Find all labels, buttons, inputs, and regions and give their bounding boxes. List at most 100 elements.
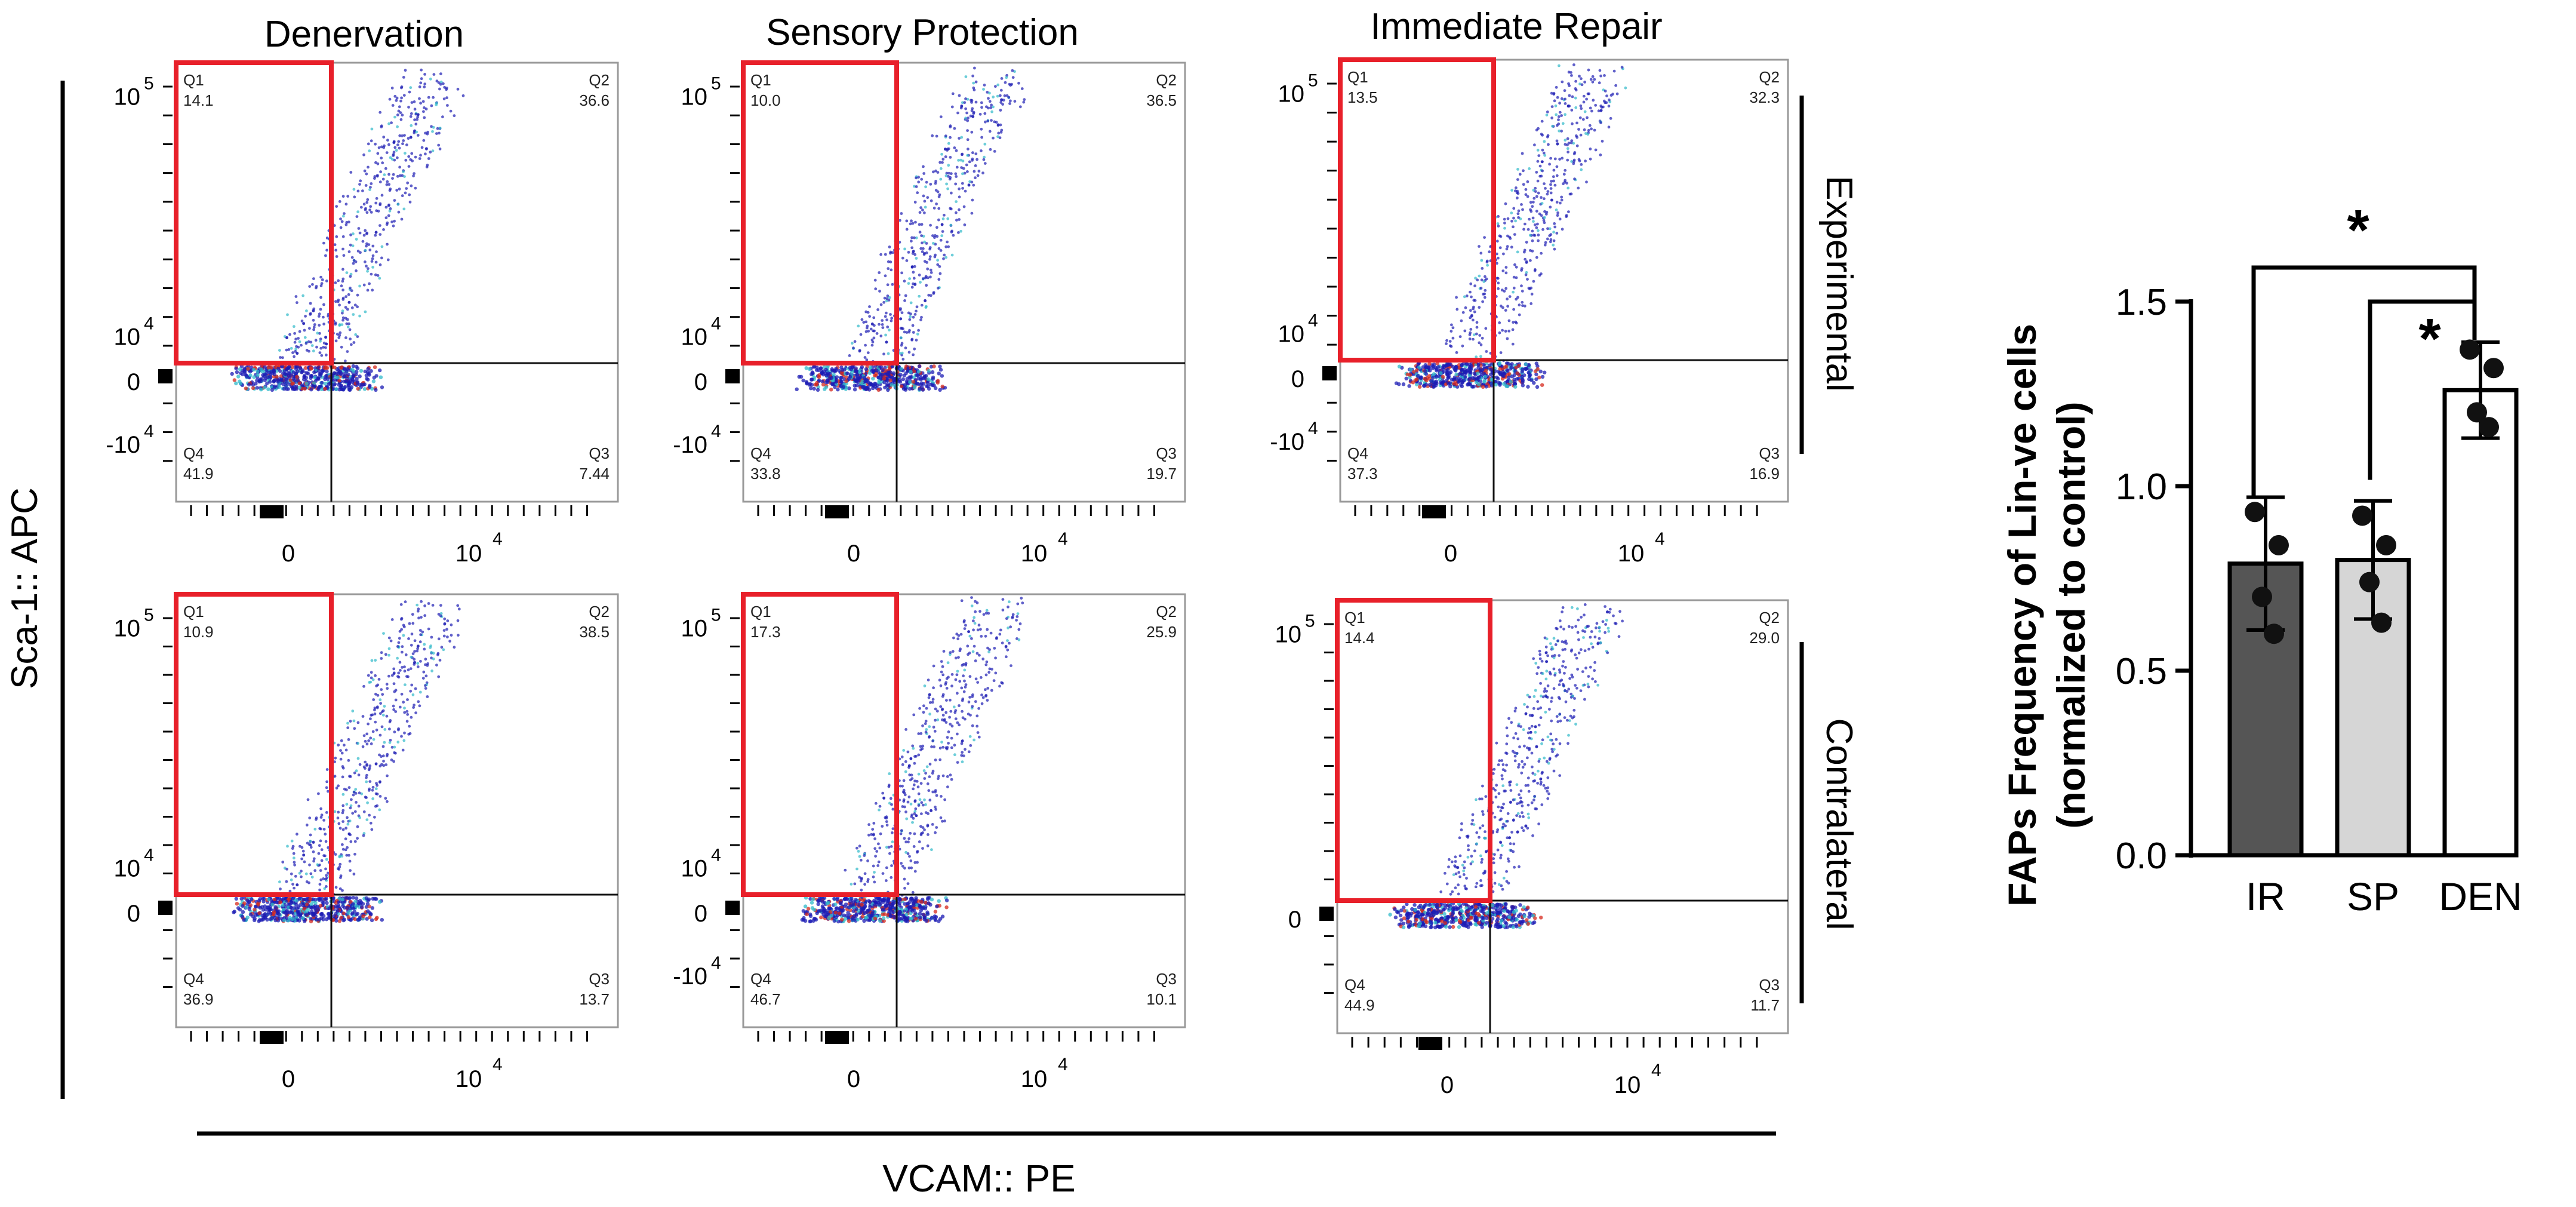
event-dot [1540, 174, 1543, 178]
event-dot [349, 337, 352, 340]
event-dot [1017, 81, 1020, 85]
quadrant-percent: 16.9 [1749, 465, 1780, 483]
event-dot [385, 183, 389, 186]
event-dot [376, 162, 380, 165]
event-dot [432, 657, 435, 661]
event-dot [854, 907, 858, 911]
event-dot [886, 294, 890, 297]
event-dot [911, 380, 916, 384]
event-dot [1536, 179, 1540, 183]
event-dot [989, 148, 992, 151]
event-dot [348, 328, 352, 331]
event-dot [924, 276, 927, 280]
event-dot [1531, 239, 1534, 242]
event-dot [407, 165, 411, 168]
event-dot [810, 901, 814, 905]
event-dot [374, 659, 377, 662]
event-dot [380, 725, 384, 729]
event-dot [950, 229, 953, 233]
event-dot [388, 720, 392, 724]
event-dot [290, 872, 293, 876]
event-dot [944, 155, 947, 158]
event-dot [826, 901, 830, 905]
event-dot [431, 604, 435, 607]
event-dot [924, 803, 927, 806]
event-dot [912, 277, 916, 280]
event-dot [341, 280, 344, 283]
event-dot [423, 73, 426, 76]
event-dot [367, 165, 370, 169]
event-dot [339, 749, 342, 752]
event-dot [878, 902, 882, 907]
event-dot [1533, 223, 1537, 226]
event-dot [982, 88, 985, 91]
event-dot [1449, 330, 1453, 333]
event-dot [340, 855, 344, 858]
event-dot [861, 914, 865, 919]
event-dot [370, 676, 373, 680]
event-dot [1497, 287, 1500, 290]
event-dot [873, 278, 877, 282]
event-dot [344, 223, 348, 226]
event-dot [920, 177, 924, 181]
event-dot [307, 340, 310, 343]
event-dot [364, 229, 367, 232]
event-dot [1514, 366, 1518, 370]
event-dot [423, 116, 426, 119]
y-tick-label: 10 [1278, 81, 1305, 107]
event-dot [256, 369, 260, 373]
event-dot [365, 902, 370, 906]
event-dot [334, 853, 337, 856]
event-dot [339, 757, 343, 761]
event-dot [960, 166, 963, 169]
event-dot [324, 867, 327, 871]
event-dot [387, 647, 391, 650]
event-dot [1565, 214, 1568, 217]
event-dot [881, 319, 884, 322]
event-dot [303, 328, 306, 332]
event-dot [980, 127, 983, 131]
event-dot [1448, 344, 1452, 348]
event-dot [944, 174, 948, 177]
event-dot [1481, 336, 1484, 340]
event-dot [867, 330, 870, 333]
event-dot [815, 388, 820, 392]
event-dot [897, 903, 901, 907]
event-dot [319, 807, 322, 810]
event-dot [996, 83, 1000, 87]
event-dot [958, 208, 961, 211]
event-dot [374, 273, 377, 277]
event-dot [340, 345, 343, 349]
event-dot [336, 903, 341, 907]
event-dot [1497, 380, 1501, 385]
event-dot [1503, 226, 1506, 230]
event-dot [1537, 127, 1540, 130]
event-dot [1532, 380, 1536, 385]
event-dot [389, 207, 392, 210]
event-dot [882, 352, 885, 356]
event-dot [356, 305, 359, 309]
event-dot [417, 644, 420, 647]
event-dot [908, 277, 912, 280]
event-dot [988, 100, 992, 103]
event-dot [1602, 105, 1605, 109]
event-dot [892, 914, 896, 919]
event-dot [862, 321, 866, 324]
event-dot [1495, 239, 1499, 243]
event-dot [341, 311, 344, 315]
event-dot [371, 730, 375, 733]
event-dot [820, 379, 824, 383]
event-dot [439, 80, 443, 84]
event-dot [374, 260, 378, 264]
event-dot [940, 223, 944, 226]
event-dot [316, 331, 319, 335]
event-dot [1543, 140, 1546, 143]
event-dot [355, 801, 358, 804]
event-dot [1538, 164, 1542, 168]
event-dot [399, 111, 402, 115]
event-dot [1474, 363, 1478, 367]
event-dot [870, 338, 874, 342]
event-dot [275, 374, 279, 379]
event-dot [366, 198, 370, 201]
event-dot [1555, 201, 1559, 204]
